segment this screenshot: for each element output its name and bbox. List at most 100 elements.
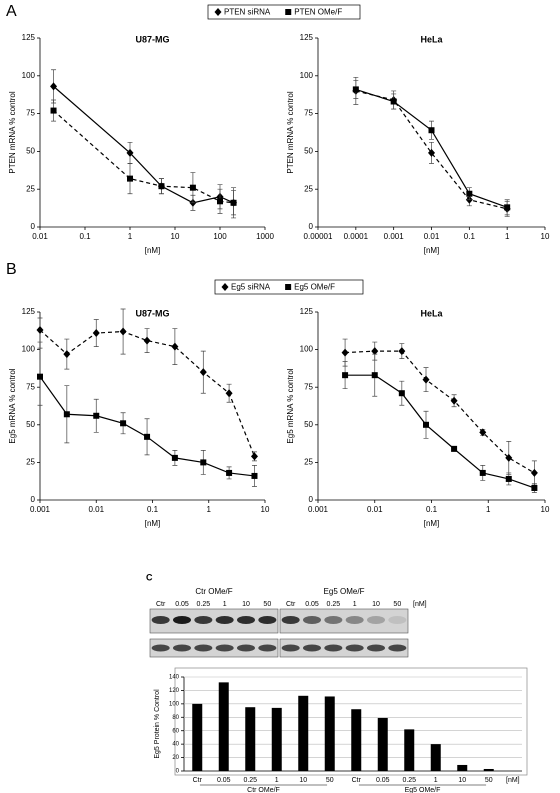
y-tick-label: 75 [26,382,35,391]
y-axis-label: Eg5 mRNA % control [8,368,17,443]
panel-label: C [146,572,153,582]
legend-label: PTEN siRNA [224,8,271,17]
lane-label: 50 [393,601,401,608]
x-tick-label: 0.001 [30,505,51,514]
marker [428,148,435,157]
x-tick-label: 0.1 [79,232,91,241]
blot-band [151,644,170,652]
marker [158,183,165,190]
y-tick-label: 0 [176,769,180,775]
series-line [345,350,535,474]
bar [192,703,203,771]
lane-label: 50 [263,601,271,608]
marker [50,107,57,114]
blot-band [194,616,213,624]
lane-label: Ctr [156,601,166,608]
x-tick-label: 0.01 [88,505,104,514]
y-tick-label: 0 [309,495,314,504]
y-tick-label: 100 [22,345,36,354]
series-line [39,329,256,457]
blot-band [194,644,213,652]
y-tick-label: 25 [26,458,35,467]
y-tick-label: 60 [172,728,179,734]
lane-label: 10 [242,601,250,608]
x-tick-label: 50 [485,777,493,784]
x-tick-label: 0.05 [217,777,231,784]
blot-band [281,644,300,652]
blot-band [237,644,255,652]
chart-title: HeLa [420,34,443,44]
blot-group-label: Ctr OMe/F [195,587,232,596]
marker [342,372,349,379]
blot [149,638,279,658]
marker [36,326,44,335]
x-tick-label: 0.01 [32,232,48,241]
marker [230,199,237,206]
marker [428,127,435,134]
x-tick-label: 0.25 [243,777,257,784]
blot-band [151,616,170,624]
blot-band [258,616,277,624]
panel-label: A [6,3,17,20]
marker [479,428,487,437]
blot-unit-label: [nM] [413,601,427,608]
marker [371,372,378,379]
x-axis-label: [nM] [145,246,161,255]
legend-marker [221,283,229,291]
x-tick-label: 10 [458,777,466,784]
marker [63,350,71,359]
blot-band [281,616,300,624]
y-tick-label: 100 [22,71,36,80]
marker [144,433,151,440]
plot-frame [174,667,528,776]
blot-band [215,644,234,652]
legend-label: Eg5 OMe/F [294,283,335,292]
blot-band [173,616,191,624]
bar [351,709,362,771]
y-tick-label: 25 [304,184,313,193]
series-line [345,374,535,489]
x-tick-label: 1 [128,232,133,241]
blot [279,638,409,658]
marker [531,484,538,491]
bar [457,764,468,771]
x-tick-label: 10 [541,232,550,241]
lane-label: 0.25 [197,601,211,608]
blot-band [324,644,343,652]
blot-band [303,644,321,652]
x-tick-label: 0.05 [376,777,390,784]
x-tick-label: 0.1 [147,505,159,514]
marker [451,445,458,452]
x-tick-label: 50 [326,777,334,784]
y-tick-label: 80 [172,715,179,721]
x-tick-label: 1 [207,505,212,514]
blot-group-label: Eg5 OMe/F [324,587,365,596]
x-tick-label: 0.25 [402,777,416,784]
y-tick-label: 25 [26,184,35,193]
marker [371,347,379,356]
marker [126,148,134,157]
y-tick-label: 40 [172,742,179,748]
blot-band [388,644,407,652]
y-tick-label: 125 [22,33,36,42]
marker [505,475,512,482]
marker [226,469,233,476]
y-tick-label: 0 [309,222,314,231]
bar [298,695,309,771]
lane-label: 0.05 [175,601,189,608]
group-label: Ctr OMe/F [247,787,280,793]
marker [63,411,70,418]
marker [423,421,430,428]
marker [143,336,151,345]
y-tick-label: 125 [300,33,314,42]
lane-label: 1 [223,601,227,608]
marker [171,454,178,461]
marker [530,468,538,477]
marker [422,375,430,384]
x-tick-label: Ctr [193,777,203,784]
x-tick-label: 1 [275,777,279,784]
x-tick-label: 0.0001 [344,232,369,241]
bar [271,707,282,771]
marker [92,329,100,338]
